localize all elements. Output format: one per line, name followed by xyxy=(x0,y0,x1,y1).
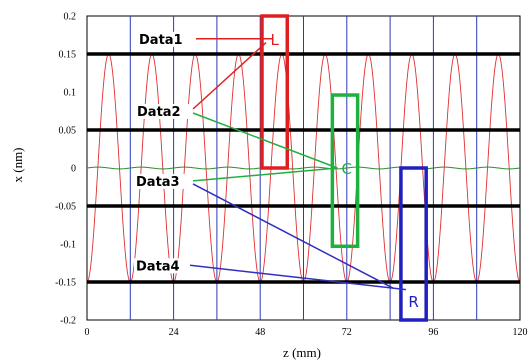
annotation-label-data3: Data3 xyxy=(136,175,180,190)
box-label-C: C xyxy=(342,160,352,178)
annotation-label-bg xyxy=(135,104,191,119)
y-tick-label: 0.1 xyxy=(64,88,77,99)
x-tick-label: 96 xyxy=(428,327,438,338)
y-tick-label: 0.15 xyxy=(59,50,77,61)
y-tick-label: -0.15 xyxy=(55,278,76,289)
box-C xyxy=(330,93,360,249)
y-axis-title: x (nm) xyxy=(10,147,25,182)
annotation-leader-line xyxy=(192,112,338,169)
box-label-R: R xyxy=(408,293,418,311)
annotation-label-data1: Data1 xyxy=(139,33,183,48)
x-tick-label: 24 xyxy=(169,327,179,338)
box-label-L: L xyxy=(270,31,279,49)
annotation-leader-line xyxy=(189,264,407,291)
y-tick-label: 0 xyxy=(71,164,76,175)
x-tick-label: 0 xyxy=(85,327,90,338)
box-R xyxy=(399,166,428,322)
annotation-label-data2: Data2 xyxy=(137,105,181,120)
annotation-label-data4: Data4 xyxy=(136,259,180,274)
annotation-label-bg xyxy=(137,31,193,47)
x-tick-label: 48 xyxy=(255,327,265,338)
y-tick-label: -0.05 xyxy=(55,202,76,213)
series-green-line xyxy=(86,166,521,170)
annotation-label-bg xyxy=(134,258,190,274)
y-tick-label: 0.05 xyxy=(59,126,77,137)
box-L xyxy=(260,14,290,170)
annotation-leader-line xyxy=(192,167,338,182)
annotation-label-bg xyxy=(134,173,190,189)
y-tick-label: -0.2 xyxy=(60,316,76,327)
annotation-leader-line xyxy=(192,183,394,289)
y-tick-label: 0.2 xyxy=(64,12,77,23)
annotation-leader-line xyxy=(192,42,267,110)
x-tick-label: 72 xyxy=(342,327,352,338)
x-axis-title: z (mm) xyxy=(283,345,321,360)
y-tick-label: -0.1 xyxy=(60,240,76,251)
x-tick-label: 120 xyxy=(513,327,528,338)
plot-area: 0.2 0.15 0.1 0.05 0 -0.05 -0.1 -0.15 -0.2 0 24 48 72… xyxy=(55,12,527,339)
